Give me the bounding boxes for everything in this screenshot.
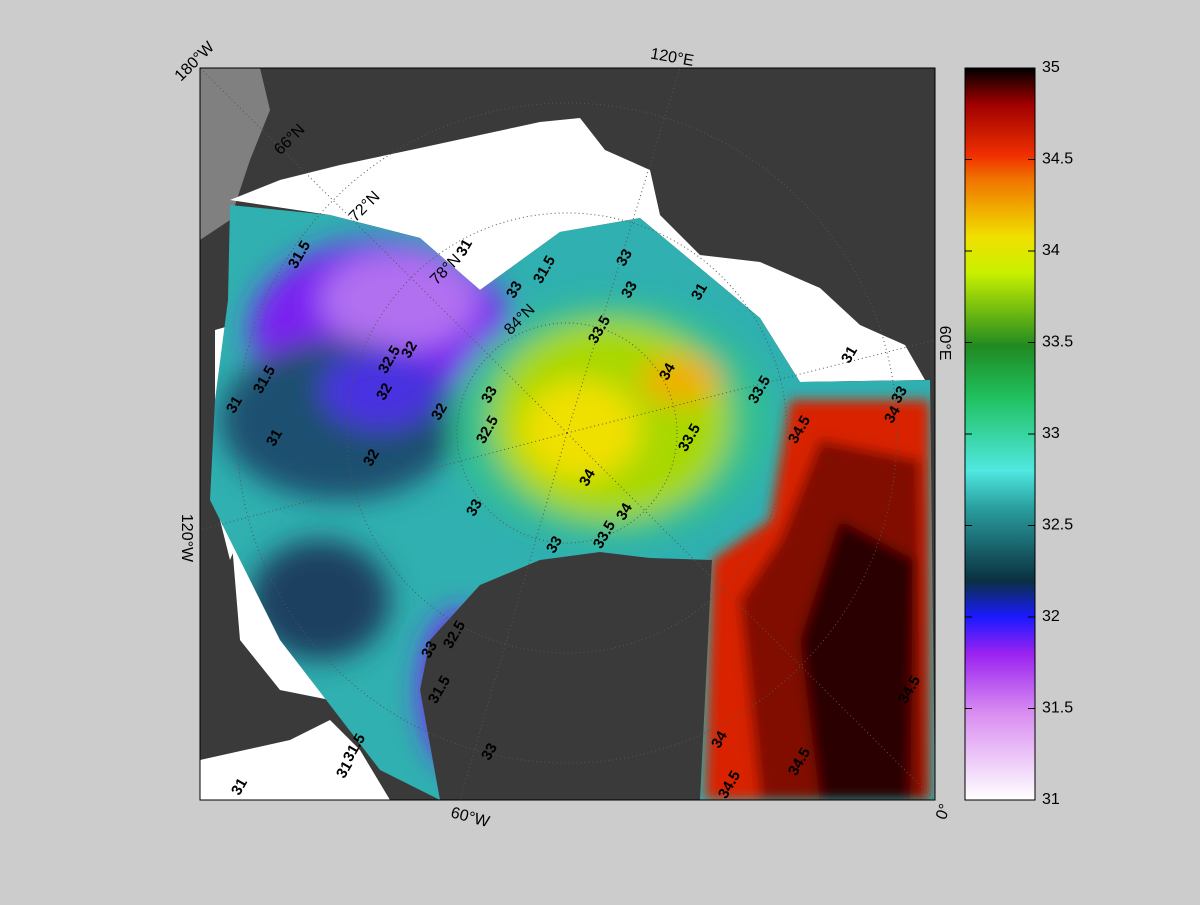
contour-label: 31 — [333, 758, 356, 781]
colorbar-tick-label: 31.5 — [1042, 700, 1073, 717]
contour-label: 32 — [398, 338, 421, 361]
contour-label: 31 — [223, 393, 246, 416]
sea-ice — [230, 118, 925, 382]
contour-label: 34 — [708, 728, 731, 752]
colorbar-tick-label: 33 — [1042, 425, 1060, 442]
contour-label: 33 — [463, 496, 486, 519]
colorbar — [964, 67, 1036, 801]
contour-label: 34 — [656, 360, 679, 384]
contour-label: 33 — [613, 246, 636, 269]
contour-label: 31 — [228, 775, 251, 798]
longitude-label: 60°W — [449, 804, 492, 831]
colorbar-tick-label: 32.5 — [1042, 517, 1073, 534]
contour-label: 33 — [618, 278, 641, 301]
contour-label: 32 — [428, 400, 451, 423]
colorbar-tick-label: 32 — [1042, 608, 1060, 625]
colorbar-tick-label: 31 — [1042, 791, 1060, 808]
graticule — [200, 68, 935, 800]
longitude-label: 120°E — [649, 46, 695, 70]
longitude-label: 60°E — [936, 326, 953, 361]
contour-label: 33 — [478, 740, 501, 763]
salinity-field — [210, 205, 935, 800]
contour-label: 31 — [688, 280, 711, 303]
contour-label: 31 — [263, 426, 286, 449]
contour-label: 33 — [478, 383, 501, 406]
contour-label: 34 — [881, 403, 904, 427]
contour-label: 34 — [613, 500, 636, 524]
contour-label: 31 — [838, 343, 861, 366]
contour-label: 32 — [373, 380, 396, 403]
contour-label: 32 — [360, 446, 383, 469]
land-grey — [200, 68, 270, 240]
contour-label: 33 — [418, 638, 441, 661]
sea-ice — [200, 720, 390, 800]
map-frame — [199, 67, 936, 801]
colorbar-tick-label: 33.5 — [1042, 334, 1073, 351]
longitude-label: 120°W — [178, 514, 195, 563]
contour-label: 33 — [503, 278, 526, 301]
contour-label: 33 — [888, 383, 911, 406]
colorbar-ticks: 31 31.5 32 32.5 33 33.5 34 34.5 35 — [965, 59, 1073, 808]
contour-label: 34 — [576, 466, 599, 490]
colorbar-tick-label: 35 — [1042, 59, 1060, 76]
colorbar-tick-label: 34 — [1042, 242, 1060, 259]
contour-label: 33 — [543, 533, 566, 556]
map: 66°N72°N78°N84°N31.5 3131.533333333.53232… — [200, 68, 935, 800]
contour-label: 31 — [453, 236, 476, 259]
longitude-label: 0° — [933, 802, 954, 822]
greenland — [500, 560, 690, 800]
colorbar-tick-label: 34.5 — [1042, 151, 1073, 168]
